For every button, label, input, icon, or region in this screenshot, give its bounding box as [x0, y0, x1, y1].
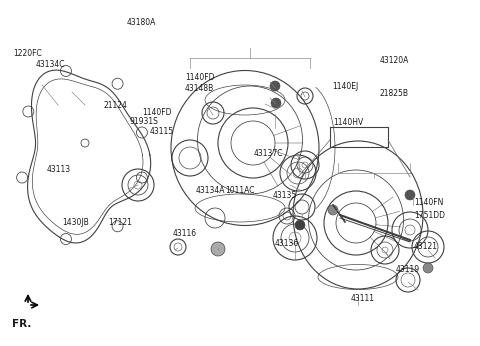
Text: 1140FD: 1140FD [185, 73, 214, 82]
Text: 43136: 43136 [275, 239, 300, 248]
Text: 43119: 43119 [396, 265, 420, 274]
Text: 17121: 17121 [108, 218, 132, 227]
Circle shape [328, 205, 338, 215]
Text: 91931S: 91931S [130, 117, 158, 126]
Circle shape [423, 263, 433, 273]
Text: 1140HV: 1140HV [334, 118, 364, 127]
Text: 1751DD: 1751DD [414, 211, 445, 220]
Text: 43113: 43113 [47, 165, 71, 174]
Text: 43134A: 43134A [196, 186, 225, 195]
Text: 1140EJ: 1140EJ [333, 82, 359, 91]
Text: 1140FD: 1140FD [142, 108, 171, 117]
Text: 21124: 21124 [103, 101, 127, 110]
Text: 43111: 43111 [350, 294, 374, 303]
Circle shape [211, 242, 225, 256]
Text: 1430JB: 1430JB [62, 218, 89, 227]
Text: 1140FN: 1140FN [414, 198, 443, 207]
Text: 21825B: 21825B [379, 89, 408, 98]
Circle shape [271, 98, 281, 108]
Text: 43135: 43135 [272, 191, 297, 200]
Text: 1220FC: 1220FC [13, 49, 42, 58]
Circle shape [295, 220, 305, 230]
Text: 1011AC: 1011AC [226, 186, 255, 195]
Text: 43120A: 43120A [379, 56, 408, 65]
Text: 43115: 43115 [149, 127, 173, 136]
Text: 43148B: 43148B [185, 84, 214, 93]
Text: 43134C: 43134C [36, 60, 65, 69]
Text: 43180A: 43180A [127, 18, 156, 27]
Circle shape [405, 190, 415, 200]
Text: FR.: FR. [12, 319, 31, 329]
Circle shape [270, 81, 280, 91]
Text: 43121: 43121 [414, 242, 438, 251]
Text: 43137C: 43137C [253, 149, 283, 158]
Text: 43116: 43116 [173, 229, 197, 238]
